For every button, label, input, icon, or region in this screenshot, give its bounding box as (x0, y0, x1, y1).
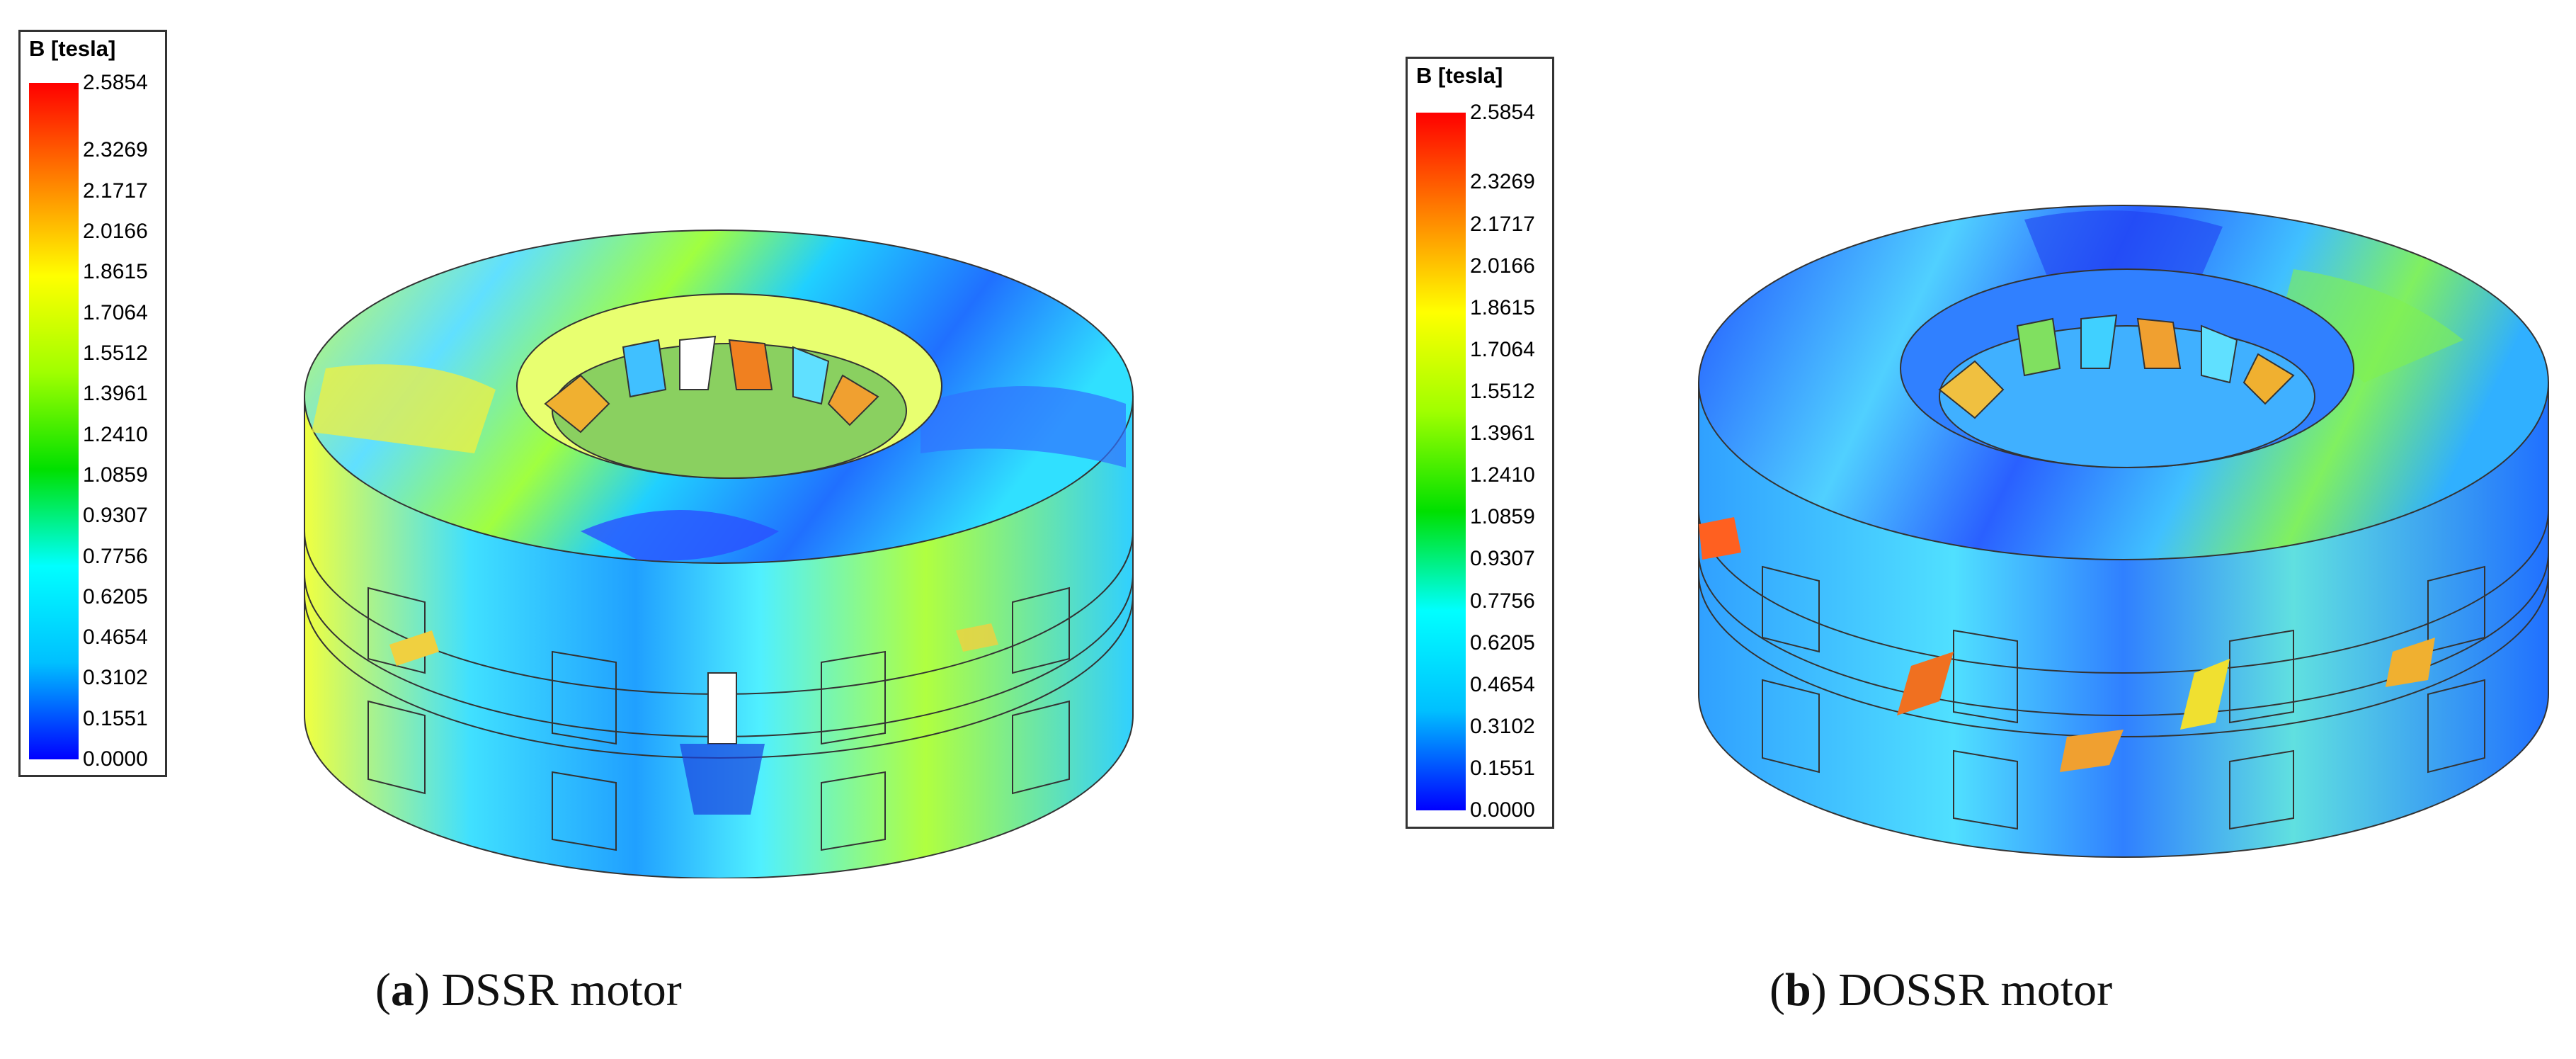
colorbar-tick-label: 0.4654 (1470, 672, 1535, 696)
colorbar-tick-label: 1.2410 (83, 422, 148, 446)
colorbar-tick-label: 1.7064 (83, 300, 148, 324)
colorbar-tick-label: 0.0000 (83, 747, 148, 771)
colorbar-tick-label: 0.9307 (83, 504, 148, 528)
colorbar-title: B [tesla] (29, 36, 116, 61)
colorbar-legend: B [tesla] 2.5854 2.3269 2.1717 2.0166 1.8615… (18, 30, 167, 777)
colorbar-tick-label: 0.4654 (83, 625, 148, 650)
colorbar-tick-label: 0.6205 (1470, 630, 1535, 655)
colorbar-tick-label: 1.8615 (1470, 295, 1535, 319)
colorbar-gradient (29, 83, 79, 759)
dssr-motor-flux-plot (304, 230, 1134, 878)
colorbar-tick-label: 2.0166 (1470, 254, 1535, 278)
colorbar-title: B [tesla] (1416, 63, 1503, 88)
colorbar-tick-label: 1.2410 (1470, 463, 1535, 487)
colorbar-tick-label: 0.3102 (83, 666, 148, 690)
colorbar-tick-label: 1.3961 (83, 382, 148, 406)
colorbar-tick-label: 1.8615 (83, 260, 148, 284)
colorbar-tick-label: 1.7064 (1470, 337, 1535, 361)
panel-dossr: B [tesla] 2.5854 2.3269 2.1717 2.0166 1.8615… (1288, 0, 2576, 1059)
colorbar-tick-label: 2.0166 (83, 220, 148, 244)
colorbar-tick-label: 1.5512 (1470, 380, 1535, 403)
colorbar-tick-label: 0.1551 (83, 706, 148, 730)
colorbar-tick-label: 2.5854 (1470, 101, 1535, 124)
colorbar-tick-label: 0.7756 (1470, 589, 1535, 613)
panel-dssr: B [tesla] 2.5854 2.3269 2.1717 2.0166 1.8615… (18, 30, 1134, 1016)
colorbar-tick-label: 0.6205 (83, 584, 148, 608)
caption-b: (b) DOSSR motor (1769, 964, 2113, 1016)
colorbar-gradient (1416, 113, 1466, 810)
colorbar-tick-label: 1.3961 (1470, 421, 1535, 446)
colorbar-tick-label: 1.0859 (1470, 505, 1535, 529)
colorbar-tick-label: 1.0859 (83, 463, 148, 487)
colorbar-tick-label: 2.1717 (83, 179, 148, 203)
colorbar-tick-label: 0.9307 (1470, 547, 1535, 571)
colorbar-tick-label: 2.5854 (83, 71, 148, 94)
colorbar-tick-label: 2.3269 (1470, 170, 1535, 194)
caption-a: (a) DSSR motor (375, 964, 682, 1016)
colorbar-tick-label: 2.3269 (83, 138, 148, 162)
colorbar-tick-label: 0.0000 (1470, 798, 1535, 822)
colorbar-tick-label: 0.1551 (1470, 756, 1535, 780)
colorbar-tick-label: 0.3102 (1470, 714, 1535, 738)
dossr-motor-flux-plot (1698, 205, 2549, 858)
colorbar-tick-label: 0.7756 (83, 544, 148, 568)
colorbar-tick-label: 1.5512 (83, 341, 148, 365)
colorbar-tick-label: 2.1717 (1470, 212, 1535, 236)
colorbar-legend: B [tesla] 2.5854 2.3269 2.1717 2.0166 1.8615… (1406, 57, 1554, 829)
